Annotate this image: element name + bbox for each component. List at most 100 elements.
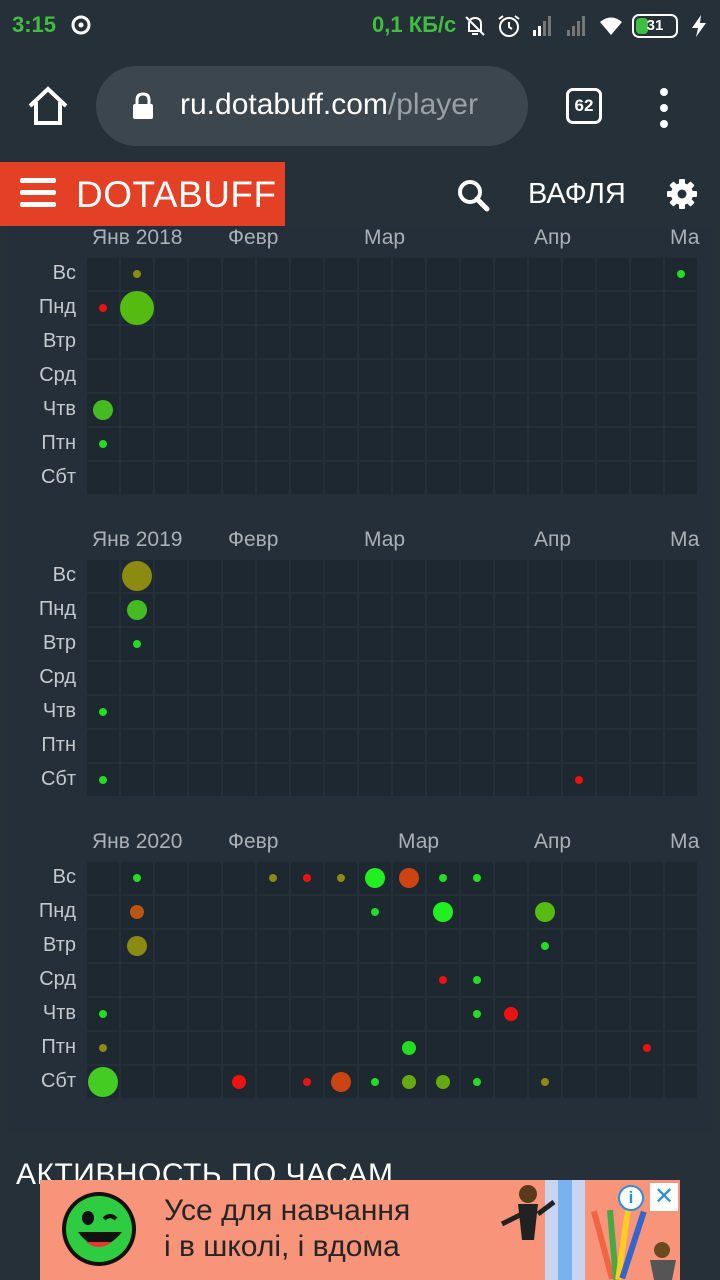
home-icon[interactable] [26, 84, 70, 128]
day-cell[interactable] [563, 560, 595, 592]
day-cell[interactable] [495, 862, 527, 894]
day-cell[interactable] [665, 628, 697, 660]
day-cell[interactable] [665, 764, 697, 796]
day-cell[interactable] [563, 428, 595, 460]
day-cell[interactable] [223, 696, 255, 728]
address-bar[interactable]: ru.dotabuff.com/player [96, 66, 528, 146]
day-cell[interactable] [393, 560, 425, 592]
day-cell[interactable] [223, 360, 255, 392]
day-cell[interactable] [631, 326, 663, 358]
day-cell[interactable] [223, 896, 255, 928]
day-cell[interactable] [529, 428, 561, 460]
day-cell[interactable] [189, 560, 221, 592]
activity-dot[interactable] [504, 1007, 518, 1021]
day-cell[interactable] [597, 1066, 629, 1098]
user-menu[interactable]: ВАФЛЯ [528, 178, 626, 210]
day-cell[interactable] [223, 292, 255, 324]
day-cell[interactable] [257, 394, 289, 426]
day-cell[interactable] [257, 292, 289, 324]
day-cell[interactable] [597, 896, 629, 928]
day-cell[interactable] [495, 594, 527, 626]
day-cell[interactable] [597, 394, 629, 426]
day-cell[interactable] [155, 730, 187, 762]
day-cell[interactable] [257, 628, 289, 660]
day-cell[interactable] [155, 594, 187, 626]
day-cell[interactable] [495, 560, 527, 592]
day-cell[interactable] [597, 360, 629, 392]
day-cell[interactable] [427, 462, 459, 494]
day-cell[interactable] [563, 1032, 595, 1064]
day-cell[interactable] [257, 1032, 289, 1064]
day-cell[interactable] [325, 594, 357, 626]
activity-dot[interactable] [433, 902, 453, 922]
day-cell[interactable] [461, 258, 493, 290]
day-cell[interactable] [563, 326, 595, 358]
day-cell[interactable] [393, 258, 425, 290]
activity-dot[interactable] [365, 868, 385, 888]
day-cell[interactable] [597, 428, 629, 460]
activity-dot[interactable] [133, 874, 141, 882]
activity-dot[interactable] [473, 976, 481, 984]
day-cell[interactable] [393, 428, 425, 460]
day-cell[interactable] [325, 560, 357, 592]
day-cell[interactable] [665, 292, 697, 324]
day-cell[interactable] [427, 594, 459, 626]
activity-dot[interactable] [93, 400, 113, 420]
day-cell[interactable] [291, 1032, 323, 1064]
day-cell[interactable] [427, 1032, 459, 1064]
day-cell[interactable] [87, 930, 119, 962]
day-cell[interactable] [495, 1066, 527, 1098]
day-cell[interactable] [121, 326, 153, 358]
day-cell[interactable] [461, 360, 493, 392]
day-cell[interactable] [529, 594, 561, 626]
day-cell[interactable] [393, 628, 425, 660]
day-cell[interactable] [631, 930, 663, 962]
day-cell[interactable] [223, 862, 255, 894]
activity-dot[interactable] [99, 776, 107, 784]
day-cell[interactable] [257, 930, 289, 962]
day-cell[interactable] [529, 560, 561, 592]
day-cell[interactable] [359, 326, 391, 358]
day-cell[interactable] [325, 628, 357, 660]
day-cell[interactable] [665, 394, 697, 426]
day-cell[interactable] [495, 462, 527, 494]
day-cell[interactable] [223, 628, 255, 660]
day-cell[interactable] [325, 394, 357, 426]
brand-logo-text[interactable]: DOTABUFF [76, 174, 277, 215]
day-cell[interactable] [631, 258, 663, 290]
activity-dot[interactable] [133, 270, 141, 278]
day-cell[interactable] [189, 896, 221, 928]
day-cell[interactable] [291, 462, 323, 494]
day-cell[interactable] [563, 930, 595, 962]
day-cell[interactable] [461, 394, 493, 426]
day-cell[interactable] [87, 628, 119, 660]
day-cell[interactable] [189, 930, 221, 962]
day-cell[interactable] [223, 930, 255, 962]
day-cell[interactable] [427, 696, 459, 728]
day-cell[interactable] [529, 360, 561, 392]
day-cell[interactable] [223, 394, 255, 426]
day-cell[interactable] [665, 1032, 697, 1064]
day-cell[interactable] [325, 326, 357, 358]
day-cell[interactable] [427, 930, 459, 962]
day-cell[interactable] [665, 662, 697, 694]
day-cell[interactable] [597, 862, 629, 894]
activity-dot[interactable] [269, 874, 277, 882]
day-cell[interactable] [529, 292, 561, 324]
day-cell[interactable] [189, 764, 221, 796]
day-cell[interactable] [631, 964, 663, 996]
day-cell[interactable] [393, 394, 425, 426]
day-cell[interactable] [155, 360, 187, 392]
site-brand[interactable]: DOTABUFF [0, 162, 285, 226]
ad-banner[interactable]: Усе для навчання і в школі, і вдома i ✕ [40, 1180, 680, 1280]
day-cell[interactable] [155, 964, 187, 996]
day-cell[interactable] [563, 292, 595, 324]
day-cell[interactable] [325, 730, 357, 762]
day-cell[interactable] [189, 862, 221, 894]
day-cell[interactable] [257, 764, 289, 796]
day-cell[interactable] [189, 964, 221, 996]
day-cell[interactable] [563, 862, 595, 894]
day-cell[interactable] [665, 730, 697, 762]
hamburger-menu-icon[interactable] [20, 178, 56, 208]
day-cell[interactable] [393, 930, 425, 962]
